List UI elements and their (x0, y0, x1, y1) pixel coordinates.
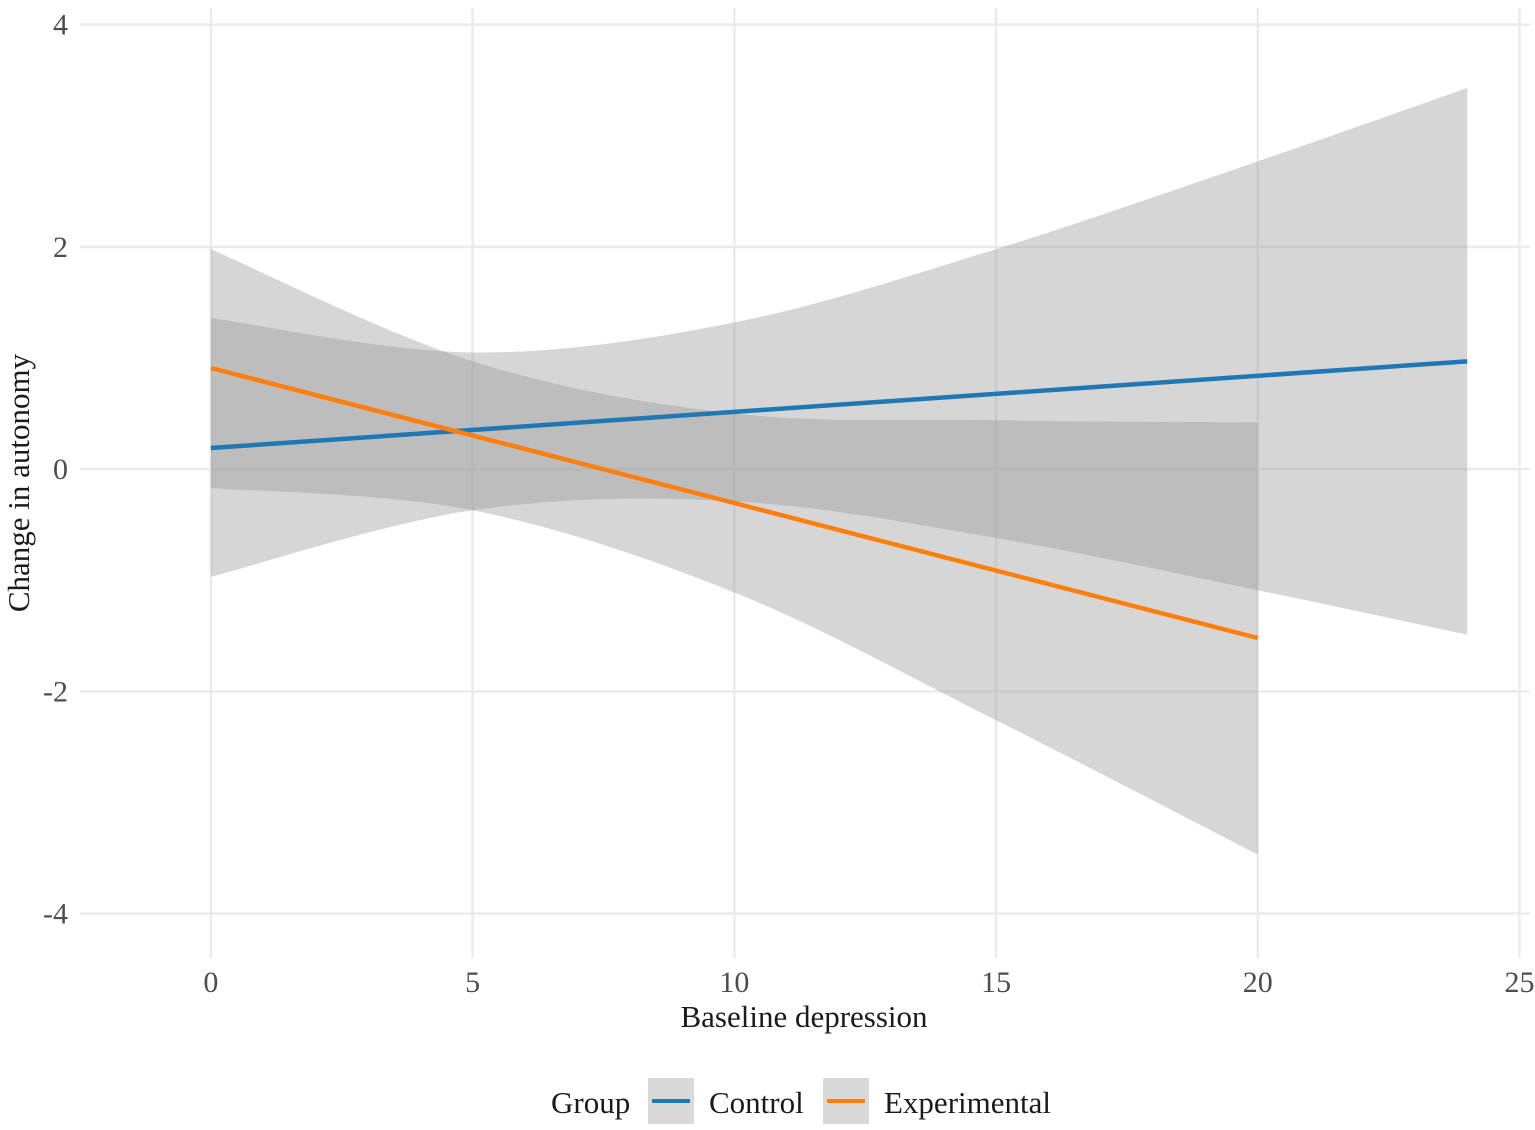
x-tick-label: 0 (203, 966, 218, 999)
x-tick-label: 15 (981, 966, 1011, 999)
series-line-experimental (210, 365, 1259, 641)
confidence-band-experimental (210, 249, 1258, 855)
series-lines (210, 359, 1468, 641)
y-axis-ticks: -4 -2 0 2 4 (43, 9, 68, 931)
series-line-control (210, 359, 1468, 451)
x-tick-label: 10 (719, 966, 749, 999)
x-tick-label: 25 (1505, 966, 1535, 999)
y-tick-label: 0 (53, 453, 68, 486)
x-tick-label: 20 (1243, 966, 1273, 999)
y-tick-label: 2 (53, 231, 68, 264)
legend-label-control: Control (709, 1085, 804, 1120)
x-axis-ticks: 0 5 10 15 20 25 (203, 966, 1534, 999)
y-tick-label: -4 (43, 898, 68, 931)
x-tick-label: 5 (465, 966, 480, 999)
confidence-bands (210, 88, 1468, 855)
grid (80, 8, 1530, 958)
x-axis-title: Baseline depression (680, 999, 928, 1034)
legend-title: Group (551, 1085, 630, 1120)
legend: Group Control Experimental (551, 1078, 1051, 1124)
confidence-band-control (210, 88, 1468, 635)
y-tick-label: 4 (53, 9, 68, 42)
y-axis-title: Change in autonomy (1, 353, 36, 612)
legend-label-experimental: Experimental (884, 1085, 1051, 1120)
y-tick-label: -2 (43, 675, 68, 708)
